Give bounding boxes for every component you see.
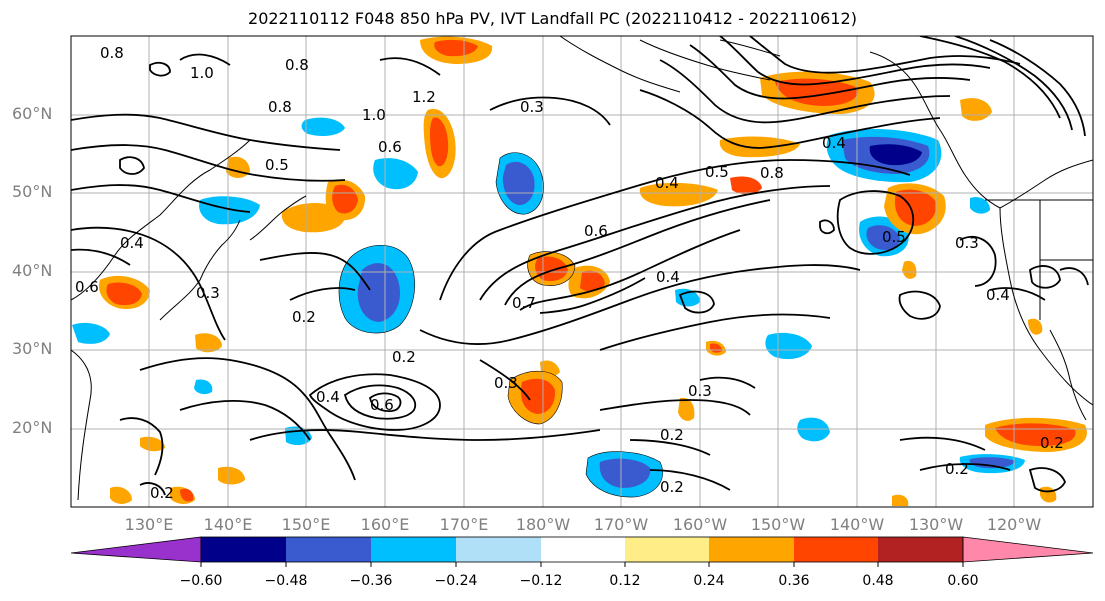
contour-label: 0.4	[822, 134, 846, 152]
shading-layer	[72, 36, 1087, 506]
lon-label: 120°W	[986, 515, 1042, 534]
coastlines	[71, 36, 1093, 501]
colorbar-tick-label: −0.48	[264, 573, 308, 589]
contour-label: 0.2	[392, 348, 416, 366]
contour-label: 0.8	[760, 164, 784, 182]
contour-label: 0.4	[120, 234, 144, 252]
colorbar-segment	[625, 537, 709, 562]
lon-label: 150°W	[750, 515, 806, 534]
colorbar-extend-low	[70, 536, 202, 563]
contour-label: 1.0	[362, 106, 386, 124]
colorbar-segment	[286, 537, 371, 562]
contour-label: 0.2	[292, 308, 316, 326]
contour-label: 0.3	[688, 382, 712, 400]
contour-labels: 0.8 1.0 0.8 0.8 1.0 1.2 0.6 0.5 0.3 0.4 …	[75, 44, 1064, 502]
pv-contours	[71, 36, 1089, 496]
map-plot-area: 0.8 1.0 0.8 0.8 1.0 1.2 0.6 0.5 0.3 0.4 …	[71, 36, 1093, 507]
contour-label: 0.3	[955, 234, 979, 252]
lon-label: 170°W	[593, 515, 649, 534]
contour-label: 0.7	[512, 294, 536, 312]
lon-label: 170°E	[439, 515, 489, 534]
graticule	[71, 36, 1093, 507]
contour-label: 0.6	[370, 396, 394, 414]
lat-label: 60°N	[12, 104, 53, 123]
lat-label: 30°N	[12, 339, 53, 358]
contour-label: 0.8	[285, 56, 309, 74]
lat-label: 50°N	[12, 182, 53, 201]
contour-label: 0.4	[656, 268, 680, 286]
colorbar-extend-high	[962, 536, 1094, 563]
lon-label: 160°E	[360, 515, 410, 534]
contour-label: 0.2	[150, 484, 174, 502]
lon-label: 140°E	[203, 515, 253, 534]
colorbar-tick-label: 0.48	[862, 573, 894, 589]
contour-label: 0.2	[945, 460, 969, 478]
colorbar-segment	[201, 537, 286, 562]
lon-label: 150°E	[281, 515, 331, 534]
colorbar-segment	[878, 537, 963, 562]
colorbar	[70, 536, 1094, 567]
colorbar-segment	[371, 537, 456, 562]
contour-label: 0.4	[655, 174, 679, 192]
colorbar-tick-label: 0.12	[609, 573, 641, 589]
contour-label: 0.5	[705, 163, 729, 181]
contour-label: 0.8	[268, 98, 292, 116]
colorbar-tick-label: −0.24	[434, 573, 478, 589]
lon-label: 180°W	[515, 515, 571, 534]
colorbar-tick-label: −0.36	[349, 573, 393, 589]
colorbar-segment	[456, 537, 541, 562]
contour-label: 0.2	[660, 478, 684, 496]
colorbar-segment	[541, 537, 625, 562]
contour-label: 0.6	[378, 138, 402, 156]
lon-label: 130°W	[908, 515, 964, 534]
lon-label: 140°W	[829, 515, 885, 534]
colorbar-tick-label: 0.60	[947, 573, 979, 589]
lat-label: 20°N	[12, 418, 53, 437]
colorbar-tick-label: 0.36	[778, 573, 810, 589]
contour-label: 0.4	[986, 286, 1010, 304]
colorbar-tick-label: −0.60	[179, 573, 223, 589]
colorbar-tick-label: 0.24	[693, 573, 725, 589]
map-title: 2022110112 F048 850 hPa PV, IVT Landfall…	[248, 9, 857, 28]
contour-label: 1.0	[190, 64, 214, 82]
contour-label: 0.2	[660, 426, 684, 444]
contour-label: 0.5	[265, 156, 289, 174]
contour-low-center	[308, 373, 441, 431]
contour-ridge-outer	[439, 159, 911, 301]
contour-label: 0.3	[196, 284, 220, 302]
map-frame	[70, 35, 1094, 508]
contour-label: 0.8	[100, 44, 124, 62]
contour-label: 0.6	[584, 222, 608, 240]
colorbar-segment	[794, 537, 878, 562]
contour-label: 0.3	[520, 98, 544, 116]
contour-label: 0.5	[882, 228, 906, 246]
contour-label: 0.3	[494, 374, 518, 392]
colorbar-tick-label: −0.12	[519, 573, 563, 589]
contour-label: 1.2	[412, 88, 436, 106]
contour-label: 0.2	[1040, 434, 1064, 452]
lon-label: 130°E	[124, 515, 174, 534]
lon-label: 160°W	[672, 515, 728, 534]
colorbar-segment	[709, 537, 794, 562]
contour-label: 0.4	[316, 388, 340, 406]
contour-label: 0.6	[75, 278, 99, 296]
lat-label: 40°N	[12, 261, 53, 280]
